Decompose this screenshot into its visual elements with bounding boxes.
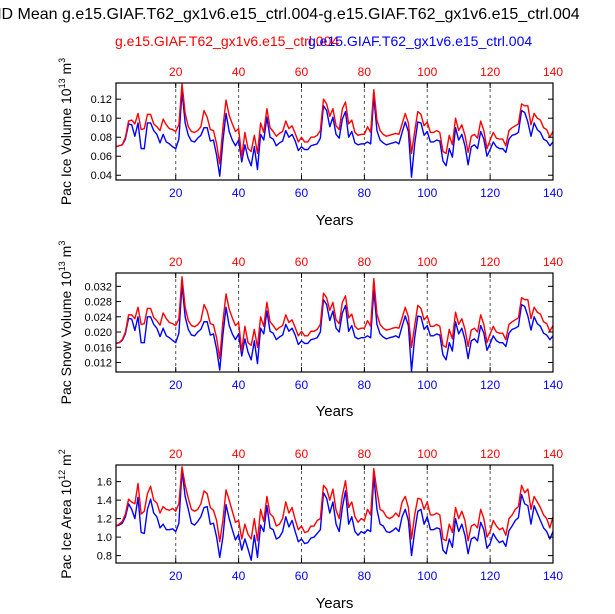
- x-tick-label-bottom: 80: [358, 186, 372, 200]
- panel-1: 0.04 0.06 0.08 0.10 0.12 20 20 40 40 60 60 80 80 100 1…: [57, 58, 563, 229]
- chart-title: ND Mean g.e15.GIAF.T62_gx1v6.e15_ctrl.00…: [0, 6, 615, 28]
- panel-2: 0.012 0.016 0.020 0.024 0.028 0.032 20 20 40 40 60…: [57, 241, 563, 420]
- x-tick-label-bottom: 100: [417, 569, 437, 583]
- x-tick-label-bottom: 40: [232, 186, 246, 200]
- x-tick-label-bottom: 40: [232, 569, 246, 583]
- x-tick-label-top: 120: [480, 255, 500, 269]
- y-tick-label: 0.012: [84, 357, 112, 369]
- x-tick-label-top: 40: [232, 65, 246, 79]
- x-tick-label-top: 60: [295, 447, 309, 461]
- x-tick-label-bottom: 100: [417, 378, 437, 392]
- x-tick-label-bottom: 120: [480, 569, 500, 583]
- legend-case1: g.e15.GIAF.T62_gx1v6.e15_ctrl.004: [115, 33, 340, 49]
- plot-frame: [115, 464, 554, 564]
- y-tick-label: 0.024: [84, 312, 112, 324]
- y-tick-label: 1.4: [97, 495, 112, 507]
- x-tick-label-top: 100: [417, 255, 437, 269]
- y-tick-label: 1.6: [97, 477, 112, 489]
- x-tick-label-bottom: 40: [232, 378, 246, 392]
- x-tick-label-bottom: 120: [480, 378, 500, 392]
- plot-frame: [115, 82, 554, 181]
- y-tick-label: 0.032: [84, 281, 112, 293]
- y-axis-label: Pac Ice Area 1012 m2: [57, 449, 74, 578]
- x-tick-label-bottom: 140: [543, 378, 563, 392]
- x-tick-label-top: 20: [169, 255, 183, 269]
- x-tick-label-top: 100: [417, 447, 437, 461]
- y-axis-label: Pac Ice Volume 1013 m3: [57, 58, 74, 205]
- x-tick-label-top: 140: [543, 447, 563, 461]
- x-axis-label: Years: [316, 212, 354, 229]
- x-axis-label: Years: [316, 595, 354, 612]
- x-tick-label-bottom: 60: [295, 569, 309, 583]
- legend-case2: g.e15.GIAF.T62_gx1v6.e15_ctrl.004: [308, 33, 533, 49]
- x-tick-label-top: 60: [295, 65, 309, 79]
- x-tick-label-bottom: 20: [169, 569, 183, 583]
- x-tick-label-bottom: 120: [480, 186, 500, 200]
- chart-title-text: ND Mean g.e15.GIAF.T62_gx1v6.e15_ctrl.00…: [0, 6, 580, 23]
- y-tick-label: 0.016: [84, 342, 112, 354]
- x-tick-label-top: 80: [358, 255, 372, 269]
- x-tick-label-top: 60: [295, 255, 309, 269]
- y-tick-label: 0.028: [84, 297, 112, 309]
- y-tick-label: 0.8: [97, 551, 112, 563]
- x-tick-label-top: 40: [232, 447, 246, 461]
- x-tick-label-top: 120: [480, 65, 500, 79]
- series-line-case2: [115, 469, 554, 561]
- x-tick-label-top: 100: [417, 65, 437, 79]
- plot-frame: [115, 272, 554, 373]
- y-tick-label: 0.020: [84, 327, 112, 339]
- x-tick-label-top: 80: [358, 447, 372, 461]
- x-tick-label-top: 40: [232, 255, 246, 269]
- y-tick-label: 1.0: [97, 532, 112, 544]
- x-tick-label-bottom: 80: [358, 378, 372, 392]
- x-tick-label-bottom: 60: [295, 186, 309, 200]
- x-tick-label-top: 20: [169, 447, 183, 461]
- x-tick-label-top: 120: [480, 447, 500, 461]
- x-axis-label: Years: [316, 403, 354, 420]
- x-tick-label-bottom: 60: [295, 378, 309, 392]
- y-tick-label: 0.08: [91, 132, 112, 144]
- x-tick-label-top: 140: [543, 255, 563, 269]
- series-line-case1: [115, 276, 554, 360]
- y-tick-label: 0.10: [91, 113, 112, 125]
- series-line-case1: [115, 83, 554, 165]
- x-tick-label-bottom: 80: [358, 569, 372, 583]
- x-tick-label-top: 140: [543, 65, 563, 79]
- x-tick-label-bottom: 20: [169, 378, 183, 392]
- y-tick-label: 1.2: [97, 514, 112, 526]
- x-tick-label-top: 20: [169, 65, 183, 79]
- x-tick-label-bottom: 20: [169, 186, 183, 200]
- y-axis-label: Pac Snow Volume 1013 m3: [57, 241, 74, 405]
- x-tick-label-bottom: 100: [417, 186, 437, 200]
- series-line-case1: [115, 466, 554, 543]
- y-tick-label: 0.06: [91, 151, 112, 163]
- x-tick-label-bottom: 140: [543, 569, 563, 583]
- series-line-case2: [115, 90, 554, 178]
- series-line-case2: [115, 284, 554, 372]
- panel-3: 0.8 1.0 1.2 1.4 1.6 20 20 40 40 60 60 80 80 100 100 120…: [57, 447, 563, 612]
- x-tick-label-bottom: 140: [543, 186, 563, 200]
- y-tick-label: 0.04: [91, 170, 112, 182]
- x-tick-label-top: 80: [358, 65, 372, 79]
- y-tick-label: 0.12: [91, 94, 112, 106]
